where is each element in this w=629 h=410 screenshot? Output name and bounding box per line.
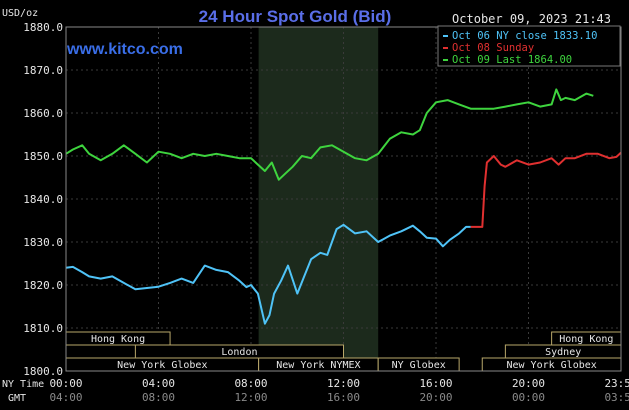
x-tick-label-gmt: 04:00 [49,391,82,404]
x-row-label: NY Time [2,379,44,390]
nymex-shade-layer [258,27,379,371]
x-tick-label-gmt: 00:00 [512,391,545,404]
x-tick-label: 23:59 [604,377,629,390]
x-tick-label: 00:00 [49,377,82,390]
series-line-1 [470,151,622,228]
y-tick-label: 1870.0 [23,64,63,77]
y-tick-label: 1880.0 [23,21,63,34]
legend-entry: Oct 08 Sunday [452,42,534,54]
session-label: New York Globex [506,360,596,371]
y-tick-label: 1820.0 [23,279,63,292]
legend-box [437,25,621,67]
nymex-shade [258,27,379,371]
x-tick-label: 04:00 [142,377,175,390]
y-tick-label: 1840.0 [23,193,63,206]
session-label: NY Globex [392,360,446,371]
session-label: Sydney [545,347,581,358]
session-label: Hong Kong [91,334,145,345]
session-label: New York NYMEX [276,360,360,371]
x-tick-label: 20:00 [512,377,545,390]
series-line-0 [65,223,471,325]
x-row2-label: GMT [8,393,26,404]
legend-swatch [443,47,448,49]
chart-date-label: October 09, 2023 21:43 [452,12,611,26]
x-tick-label-gmt: 20:00 [419,391,452,404]
legend-entry: Oct 06 NY close 1833.10 [452,30,597,42]
y-tick-label: 1850.0 [23,150,63,163]
x-tick-label-gmt: 12:00 [234,391,267,404]
watermark: www.kitco.com [66,41,183,58]
series-line-2 [65,88,594,181]
x-tick-label: 16:00 [419,377,452,390]
axis-layer: 1880.0 1870.0 1860.0 1850.0 1840.0 1830.0 1820… [2,21,629,404]
y-axis-label: USD/oz [2,8,38,19]
x-tick-label-gmt: 08:00 [142,391,175,404]
legend-swatch [443,35,448,37]
y-tick-label: 1860.0 [23,107,63,120]
session-label: Hong Kong [559,334,613,345]
y-tick-label: 1800.0 [23,365,63,378]
x-tick-label-gmt: 03:59 [604,391,629,404]
plot-frame [65,26,622,372]
legend-entry: Oct 09 Last 1864.00 [452,54,572,66]
chart-title: 24 Hour Spot Gold (Bid) [199,7,392,26]
legend-swatch [443,59,448,61]
x-tick-label: 08:00 [234,377,267,390]
series-layer [65,88,622,325]
y-tick-label: 1830.0 [23,236,63,249]
session-label: London [221,347,257,358]
x-tick-label-gmt: 16:00 [327,391,360,404]
session-label: New York Globex [117,360,207,371]
y-tick-label: 1810.0 [23,322,63,335]
x-tick-label: 12:00 [327,377,360,390]
